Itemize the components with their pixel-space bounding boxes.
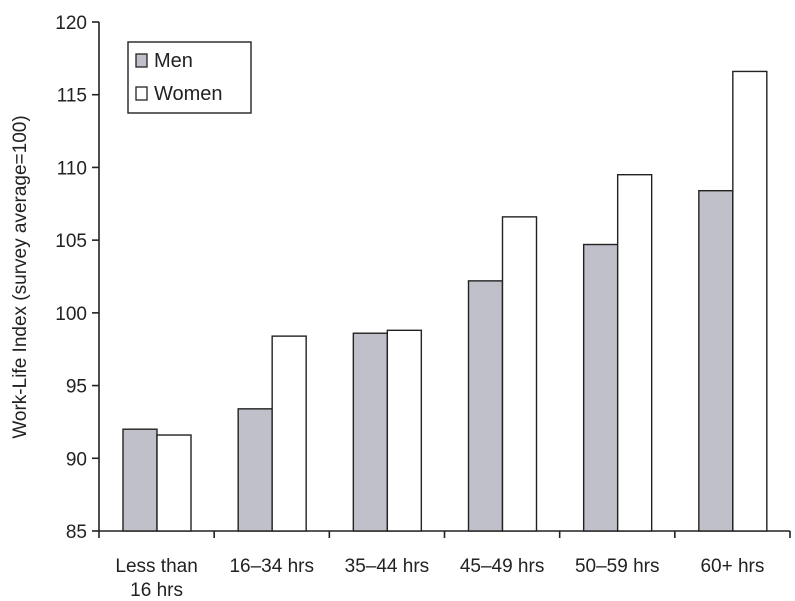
bar-women xyxy=(616,173,653,532)
y-tick-label: 105 xyxy=(55,231,87,252)
bar-men xyxy=(122,428,158,532)
bar-men xyxy=(237,408,273,532)
x-tick-label: Less than xyxy=(115,556,197,577)
bar-men xyxy=(467,280,504,532)
y-axis-title: Work-Life Index (survey average=100) xyxy=(10,115,31,438)
y-tick-label: 120 xyxy=(55,13,87,34)
legend-swatch-men xyxy=(135,53,148,68)
y-tick-label: 100 xyxy=(55,304,87,325)
y-tick-label: 90 xyxy=(66,449,87,470)
y-tick-label: 115 xyxy=(57,86,87,107)
y-tick-label: 95 xyxy=(66,377,87,398)
bar-men xyxy=(582,243,619,532)
x-tick-label: 45–49 hrs xyxy=(460,556,545,577)
legend-box xyxy=(127,41,252,114)
x-tick-label: 50–59 hrs xyxy=(575,556,660,577)
legend-swatch-women xyxy=(135,86,148,101)
plot-area: 85 90 95 100 105 110 115 120 Less than 16 hrs 16–3… xyxy=(55,13,791,601)
bar-women xyxy=(156,434,192,532)
legend-label-men: Men xyxy=(154,50,193,72)
bar-women xyxy=(732,70,768,532)
x-tick-label: 16–34 hrs xyxy=(229,556,314,577)
bar-men xyxy=(698,189,734,532)
legend-label-women: Women xyxy=(154,83,223,105)
y-tick-label: 85 xyxy=(66,522,87,543)
bar-women xyxy=(501,216,538,532)
x-tick-label: 35–44 hrs xyxy=(345,556,430,577)
x-tick-label: 60+ hrs xyxy=(700,556,764,577)
legend: Men Women xyxy=(127,41,252,114)
bar-women xyxy=(386,329,423,532)
x-tick-label: 16 hrs xyxy=(130,580,183,601)
bar-men xyxy=(352,332,389,532)
bar-women xyxy=(271,335,307,532)
y-tick-label: 110 xyxy=(57,158,87,179)
